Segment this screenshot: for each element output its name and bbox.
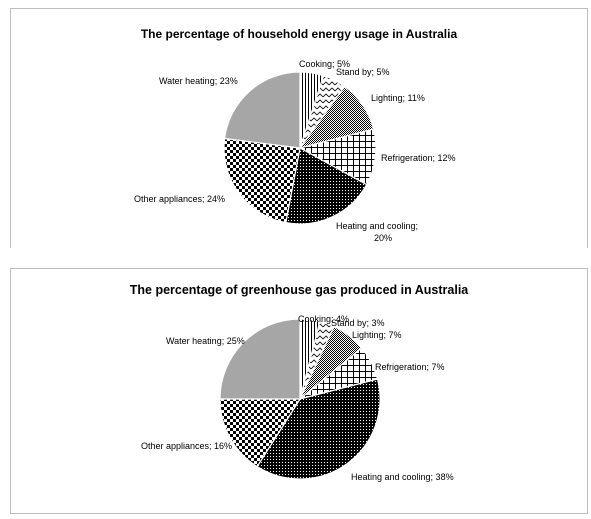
slice-label-4: Refrigeration; 12%: [381, 153, 456, 163]
slice-label-6: Other appliances; 24%: [134, 194, 225, 204]
energy-usage-chart-panel: The percentage of household energy usage…: [10, 8, 588, 248]
slice-label-3: Lighting; 7%: [352, 330, 402, 340]
slice-label-5: Heating and cooling; 20%: [336, 221, 418, 243]
slice-label-6: Other appliances; 16%: [141, 441, 232, 451]
energy-usage-chart-title: The percentage of household energy usage…: [140, 27, 458, 41]
pie-slice-7: [223, 71, 301, 149]
pie-slice-6: [223, 137, 301, 224]
slice-label-4: Refrigeration; 7%: [375, 362, 445, 372]
slice-label-7: Water heating; 25%: [166, 336, 245, 346]
slice-label-3: Lighting; 11%: [371, 93, 425, 103]
pie-slice-5: [285, 147, 368, 225]
pie-slice-5: [256, 378, 381, 480]
slice-label-1: Cooking; 4%: [298, 314, 349, 324]
slice-label-2: Stand by; 3%: [331, 318, 385, 328]
slice-label-2: Stand by; 5%: [336, 67, 390, 77]
slice-label-5: Heating and cooling; 38%: [351, 472, 454, 482]
greenhouse-gas-chart-panel: The percentage of greenhouse gas produce…: [10, 268, 588, 514]
greenhouse-gas-pie: Cooking; 4%Stand by; 3% Lighting; 7% Refri…: [141, 314, 454, 482]
slice-label-7: Water heating; 23%: [159, 76, 238, 86]
pie-slice-6: [219, 398, 302, 468]
slice-label-1: Cooking; 5%: [299, 59, 350, 69]
greenhouse-gas-chart-title: The percentage of greenhouse gas produce…: [129, 283, 469, 297]
pie-slice-7: [219, 318, 301, 400]
energy-usage-pie: Cooking; 5%Stand by; 5% Lighting; 11% Refr…: [134, 59, 456, 243]
